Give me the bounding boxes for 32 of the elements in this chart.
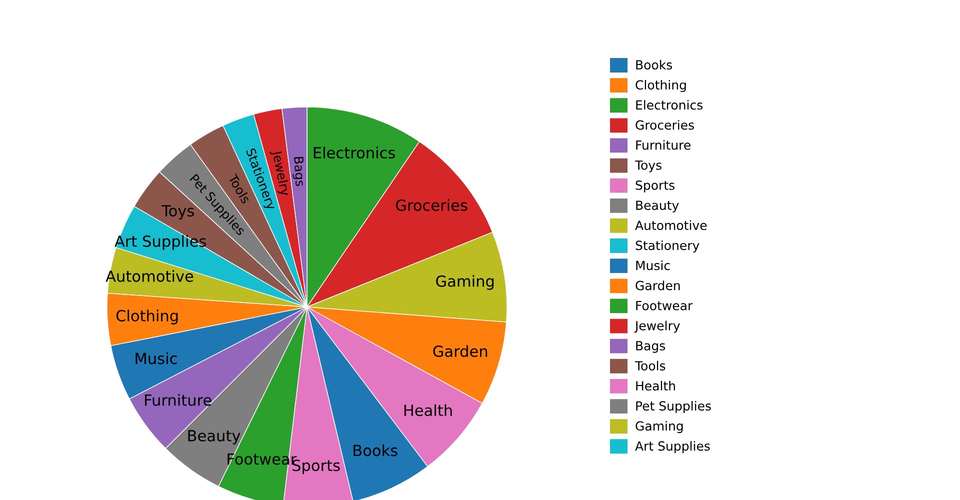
legend-label: Automotive [635, 220, 707, 230]
legend-label: Furniture [636, 140, 690, 150]
legend-label: Beauty [636, 200, 679, 212]
legend-label: Stationery [636, 240, 700, 253]
slice-label: Bags [292, 156, 306, 186]
legend-label: Toys [634, 160, 662, 172]
slice-label: Clothing [116, 310, 178, 324]
legend-label: Footwear [636, 301, 693, 310]
legend-label: Electronics [636, 100, 703, 110]
legend-label: Bags [636, 341, 666, 353]
legend-label: Tools [634, 360, 666, 370]
legend-label: Health [636, 380, 675, 391]
legend-label: Garden [636, 280, 680, 290]
legend-label: Music [636, 260, 670, 270]
legend-label: Art Supplies [635, 441, 710, 454]
legend-label: Sports [636, 180, 674, 192]
legend-label: Groceries [636, 120, 694, 130]
slice-label: Health [404, 404, 452, 416]
legend-label: Clothing [636, 80, 686, 92]
legend-label: Books [636, 60, 672, 70]
slice-label: Music [136, 352, 177, 364]
slice-label: Electronics [314, 146, 395, 159]
legend-label: Gaming [636, 421, 683, 434]
slice-label: Gaming [436, 275, 494, 290]
slice-label: Toys [162, 205, 194, 220]
legend-label: Pet Supplies [636, 400, 711, 414]
legend-label: Jewelry [634, 320, 680, 333]
slice-label: Groceries [396, 199, 468, 211]
slice-label: Garden [433, 345, 488, 358]
slice-label: Books [354, 444, 398, 456]
slice-label: Furniture [145, 394, 212, 406]
slice-label: Beauty [188, 430, 240, 444]
